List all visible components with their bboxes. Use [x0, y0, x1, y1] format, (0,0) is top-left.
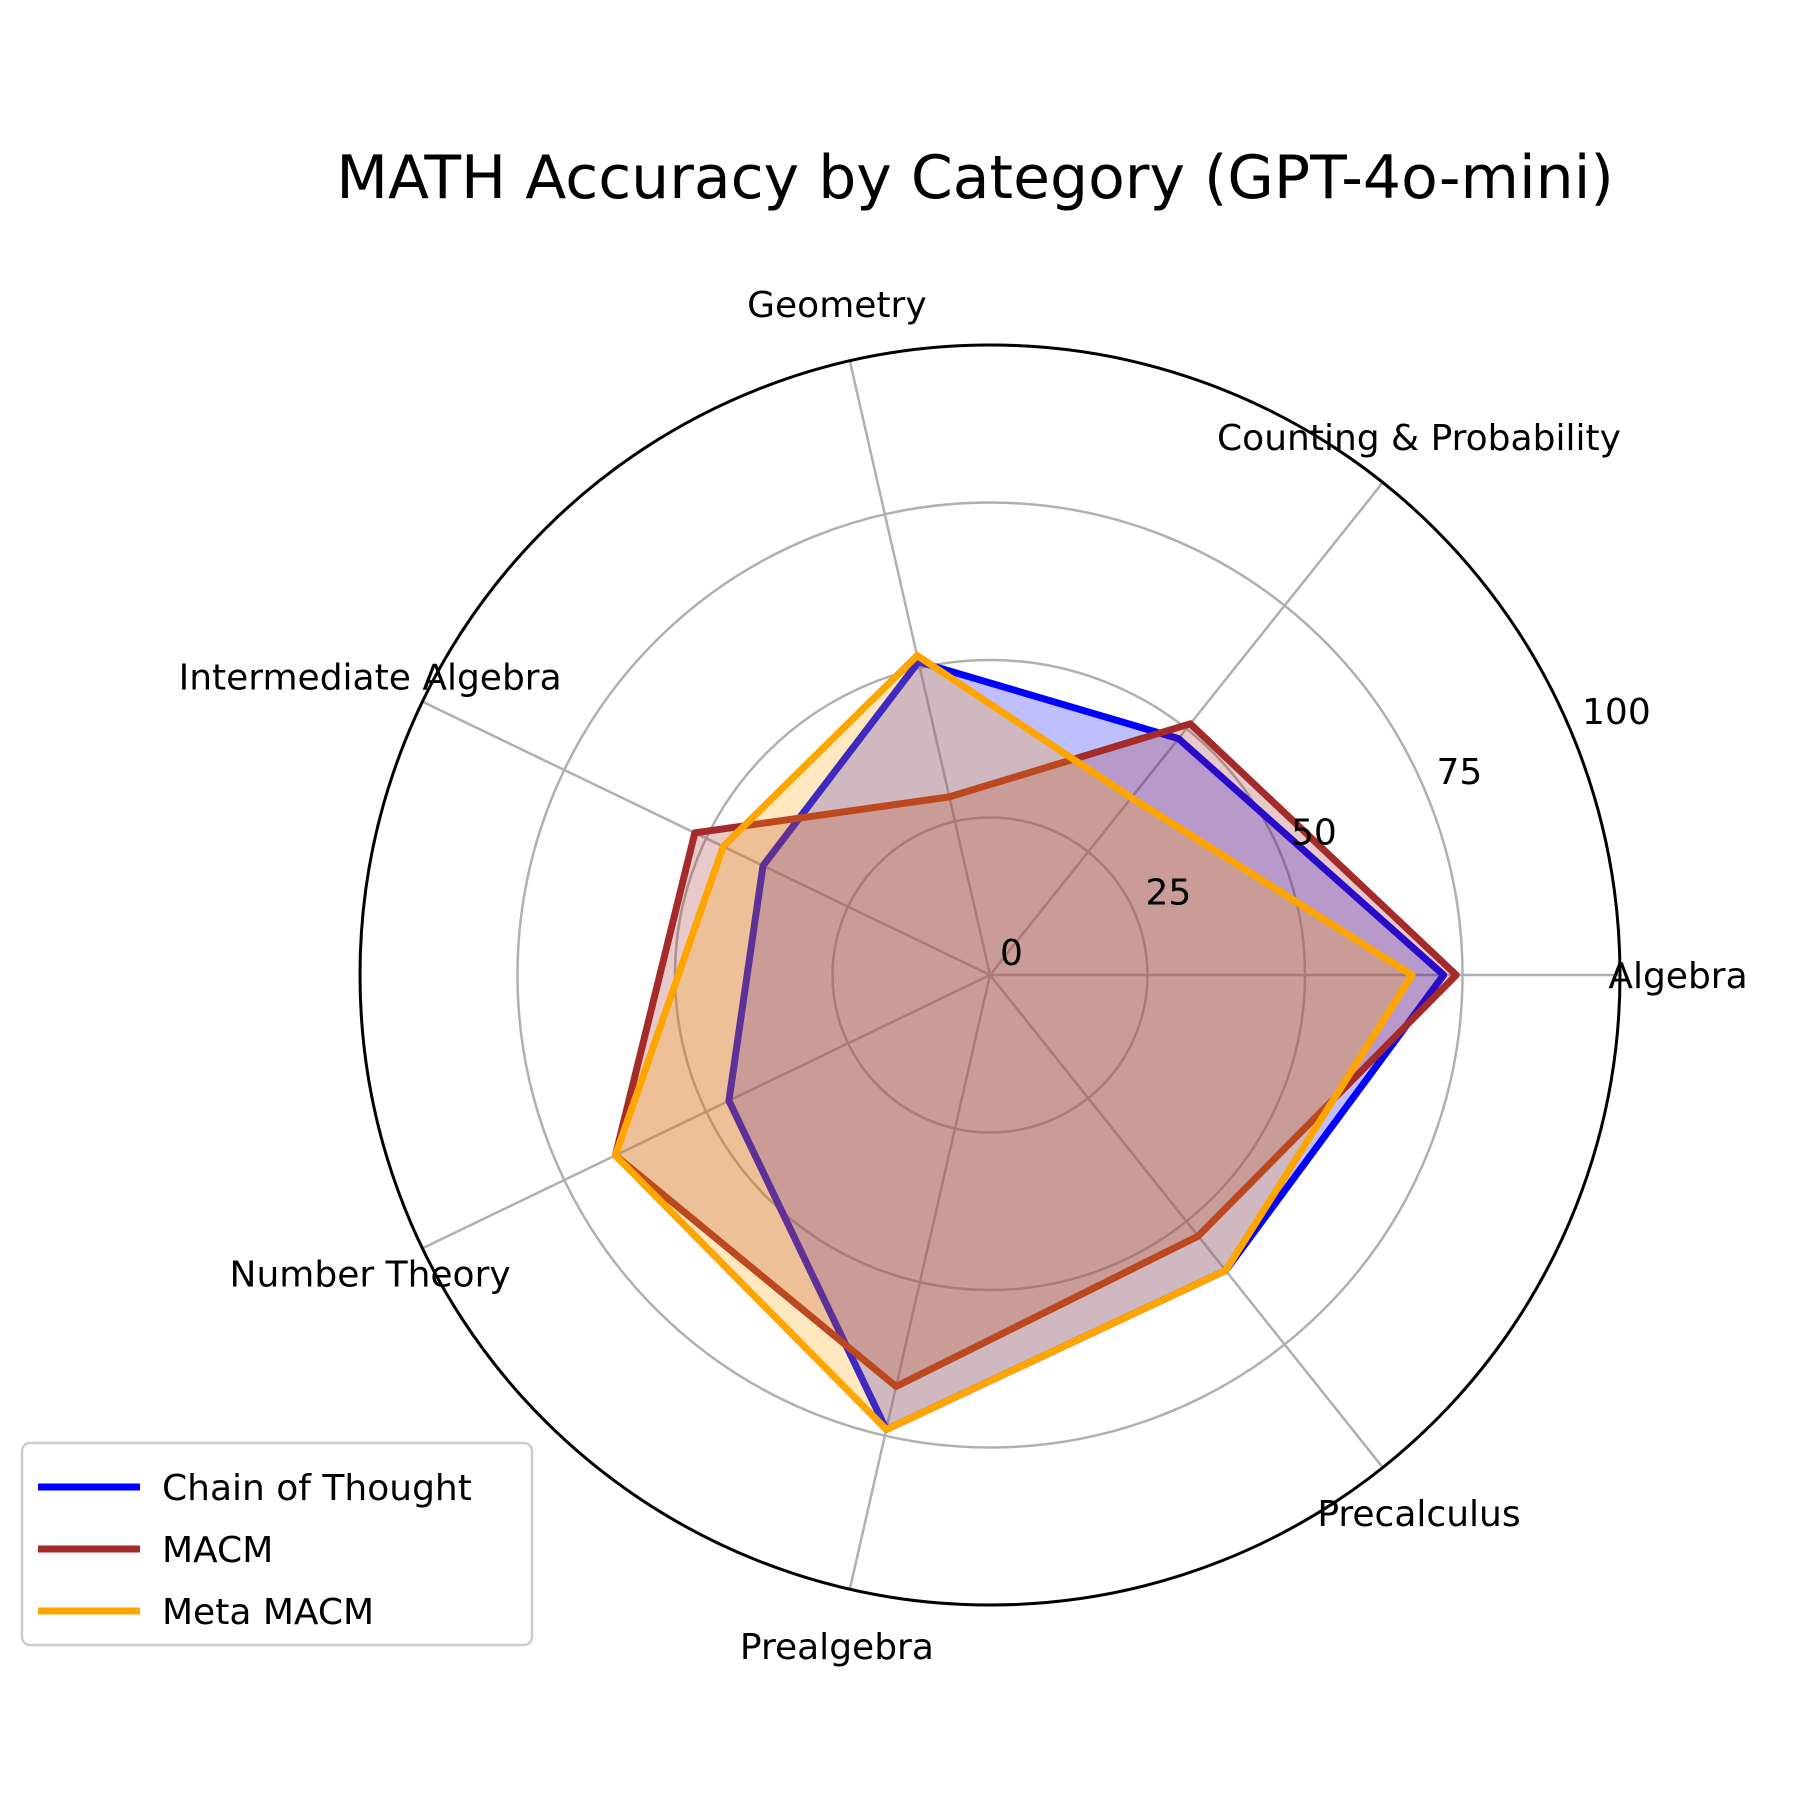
category-label: Precalculus	[1317, 1494, 1520, 1535]
radial-tick-label: 75	[1437, 752, 1483, 793]
legend-label: Meta MACM	[162, 1592, 374, 1633]
series-area	[615, 655, 1413, 1430]
grid-circle	[516, 501, 1464, 1449]
series-area	[615, 723, 1457, 1387]
series-line	[611, 720, 1460, 1390]
legend-label: Chain of Thought	[162, 1468, 472, 1509]
category-label: Number Theory	[230, 1255, 511, 1296]
series-area	[728, 661, 1444, 1430]
radial-grid	[358, 343, 1622, 1607]
series-line	[611, 652, 1416, 1433]
category-label: Geometry	[747, 285, 927, 326]
chart-title: MATH Accuracy by Category (GPT-4o-mini)	[336, 143, 1614, 213]
legend-label: MACM	[162, 1530, 273, 1571]
category-label: Intermediate Algebra	[179, 657, 562, 698]
grid-circle	[831, 816, 1149, 1134]
outer-circle	[358, 343, 1622, 1607]
category-label: Algebra	[1608, 956, 1747, 997]
category-label: Prealgebra	[740, 1627, 934, 1668]
radial-tick-label: 100	[1582, 692, 1651, 733]
label-layer: 0 25 50 75 100 Algebra Counting & Probability G…	[179, 285, 1748, 1668]
radial-tick-label: 25	[1146, 873, 1192, 914]
radial-tick-label: 50	[1291, 812, 1337, 853]
series-layer	[611, 652, 1460, 1433]
legend: Chain of Thought MACM Meta MACM	[20, 1441, 534, 1647]
radial-tick-label: 0	[1000, 933, 1023, 974]
legend-box	[20, 1441, 534, 1647]
category-label: Counting & Probability	[1217, 418, 1621, 459]
